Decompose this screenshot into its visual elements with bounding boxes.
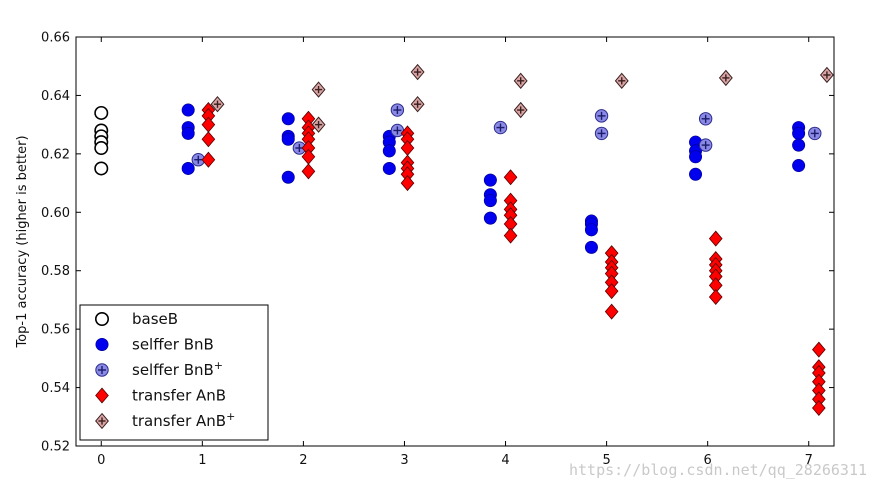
transfer-anb-plus-point [718, 69, 733, 87]
transfer-anb-point [201, 116, 216, 133]
selffer-bnb-plus-point [594, 109, 609, 123]
transfer-anb-point [400, 175, 415, 192]
selffer-bnb-point [689, 167, 703, 181]
transfer-anb-plus-point [819, 66, 834, 84]
selffer-bnb-point [792, 159, 806, 173]
selffer-bnb-point [382, 161, 396, 175]
y-tick-label: 0.64 [41, 89, 70, 104]
transfer-anb-point [708, 230, 723, 247]
x-tick-label: 0 [97, 453, 105, 468]
transfer-anb-point [604, 283, 619, 300]
transfer-anb-point [503, 227, 518, 244]
y-axis-label: Top-1 accuracy (higher is better) [15, 135, 30, 348]
selffer-bnb-point [584, 240, 598, 254]
transfer-anb-plus-point [210, 96, 225, 113]
legend-marker-selffer-bnb-plus [95, 363, 109, 377]
data-points [94, 63, 834, 417]
legend-label-selffer-bnb-plus: selffer BnB+ [132, 359, 223, 379]
legend-marker-transfer-anb [95, 387, 109, 404]
legend-marker-baseb [95, 311, 110, 326]
transfer-anb-point [812, 400, 826, 417]
legend-label-selffer-bnb: selffer BnB [132, 336, 214, 354]
transfer-anb-point [708, 288, 723, 306]
selffer-bnb-point [483, 211, 497, 225]
selffer-bnb-point [281, 132, 295, 146]
legend-label-text: selffer BnB [132, 336, 214, 354]
selffer-bnb-point [483, 194, 497, 208]
legend-label-transfer-anb-plus: transfer AnB+ [132, 410, 235, 430]
transfer-anb-plus-point [311, 81, 326, 98]
selffer-bnb-point [792, 138, 806, 152]
transfer-anb-point [201, 151, 216, 168]
x-tick-label: 1 [198, 453, 206, 468]
transfer-anb-point [503, 169, 518, 186]
selffer-bnb-plus-point [808, 126, 822, 141]
legend-marker-transfer-anb-plus [95, 412, 109, 430]
y-tick-label: 0.66 [41, 31, 70, 46]
y-tick-label: 0.54 [41, 381, 70, 396]
transfer-anb-point [812, 341, 826, 358]
watermark: https://blog.csdn.net/qq_28266311 [568, 461, 867, 479]
plot-frame [75, 36, 835, 447]
y-tick-label: 0.58 [41, 264, 70, 279]
transfer-anb-plus-point [513, 72, 528, 89]
selffer-bnb-plus-point [594, 126, 609, 141]
legend-label-baseb: baseB [132, 310, 178, 328]
selffer-bnb-point [689, 150, 703, 164]
baseb-point [94, 105, 109, 120]
selffer-bnb-point [181, 103, 195, 117]
baseb-point [94, 141, 109, 156]
selffer-bnb-point [181, 161, 195, 175]
y-tick-label: 0.52 [41, 440, 70, 455]
legend-label-text: baseB [132, 310, 178, 328]
legend-label-superscript: + [226, 410, 235, 423]
transfer-anb-point [400, 139, 415, 157]
axis-ticks: 0 1 2 3 4 5 6 7 0.52 0.54 0.56 0.58 0.60 0.62 0.64 0.66 [41, 31, 834, 468]
legend-label-transfer-anb: transfer AnB [132, 387, 226, 405]
transfer-anb-plus-point [311, 116, 326, 133]
selffer-bnb-plus-point [698, 138, 713, 152]
legend-label-text: transfer AnB [132, 387, 226, 405]
y-tick-label: 0.62 [41, 147, 70, 162]
selffer-bnb-point [792, 126, 806, 140]
transfer-anb-point [301, 163, 316, 180]
baseb-point [94, 161, 109, 176]
selffer-bnb-point [281, 112, 295, 126]
x-tick-label: 3 [400, 453, 408, 468]
transfer-anb-plus-point [410, 63, 425, 81]
transfer-anb-plus-point [513, 101, 528, 119]
x-tick-label: 6 [704, 453, 712, 468]
transfer-anb-plus-point [614, 72, 629, 89]
selffer-bnb-plus-point [698, 112, 713, 126]
x-tick-label: 7 [805, 453, 813, 468]
legend-box [79, 304, 269, 441]
x-tick-label: 5 [602, 453, 610, 468]
transfer-anb-point [604, 303, 619, 320]
legend-label-text: selffer BnB [132, 361, 214, 379]
selffer-bnb-plus-point [390, 123, 405, 138]
x-tick-label: 2 [299, 453, 307, 468]
legend-marker-selffer-bnb [95, 337, 109, 351]
selffer-bnb-point [281, 170, 295, 184]
selffer-bnb-plus-point [390, 103, 405, 117]
transfer-anb-point [201, 131, 216, 148]
legend-label-text: transfer AnB [132, 412, 226, 430]
y-tick-label: 0.60 [41, 206, 70, 221]
y-tick-label: 0.56 [41, 323, 70, 338]
selffer-bnb-plus-point [493, 120, 508, 135]
x-tick-label: 4 [501, 453, 509, 468]
selffer-bnb-point [382, 144, 396, 158]
selffer-bnb-point [181, 126, 195, 140]
selffer-bnb-point [483, 173, 497, 187]
legend-label-superscript: + [214, 359, 223, 372]
selffer-bnb-point [584, 223, 598, 237]
transfer-anb-plus-point [410, 96, 425, 113]
